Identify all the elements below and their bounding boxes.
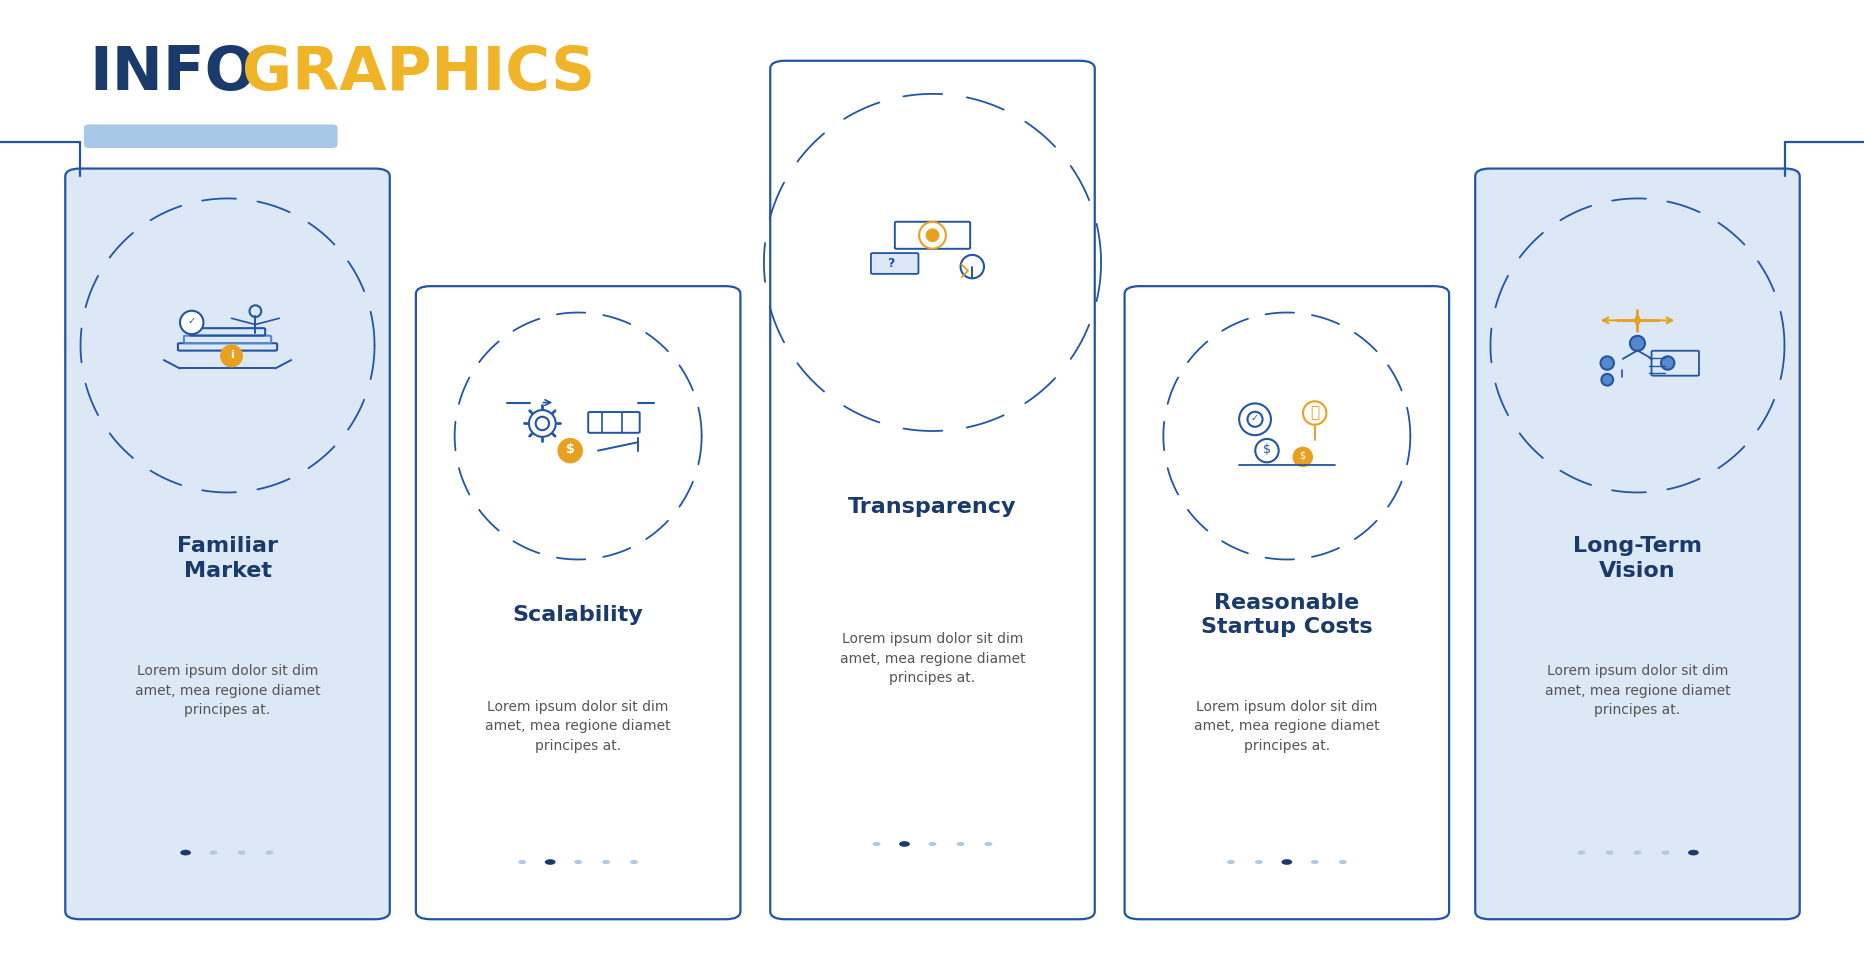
Circle shape	[181, 850, 190, 856]
Circle shape	[1577, 851, 1584, 855]
Circle shape	[928, 842, 936, 846]
Text: 🚀: 🚀	[1309, 406, 1318, 420]
Ellipse shape	[1601, 374, 1612, 385]
Ellipse shape	[1661, 357, 1674, 369]
FancyBboxPatch shape	[1474, 169, 1799, 919]
Text: Lorem ipsum dolor sit dim
amet, mea regione diamet
principes at.: Lorem ipsum dolor sit dim amet, mea regi…	[1543, 664, 1730, 717]
Circle shape	[1281, 859, 1292, 864]
Ellipse shape	[919, 221, 945, 249]
Text: $: $	[565, 443, 574, 456]
Circle shape	[237, 851, 246, 855]
Ellipse shape	[181, 311, 203, 334]
Circle shape	[602, 859, 610, 864]
Ellipse shape	[1629, 336, 1644, 351]
Ellipse shape	[1599, 357, 1612, 369]
Circle shape	[1661, 851, 1668, 855]
Circle shape	[898, 841, 910, 847]
Ellipse shape	[557, 439, 582, 463]
Text: $: $	[1299, 451, 1305, 461]
FancyBboxPatch shape	[84, 124, 337, 148]
Circle shape	[1687, 850, 1698, 856]
Circle shape	[209, 851, 218, 855]
Text: Transparency: Transparency	[848, 497, 1016, 516]
Circle shape	[1605, 851, 1612, 855]
FancyBboxPatch shape	[870, 253, 917, 273]
Circle shape	[630, 859, 637, 864]
Circle shape	[1227, 859, 1234, 864]
Circle shape	[1254, 859, 1262, 864]
Circle shape	[956, 842, 964, 846]
FancyBboxPatch shape	[65, 169, 390, 919]
Circle shape	[265, 851, 274, 855]
Circle shape	[518, 859, 526, 864]
Text: ?: ?	[887, 257, 895, 270]
Text: ✓: ✓	[1251, 414, 1258, 423]
Circle shape	[984, 842, 992, 846]
Ellipse shape	[1294, 448, 1310, 466]
Text: Long-Term
Vision: Long-Term Vision	[1571, 536, 1702, 581]
Text: Lorem ipsum dolor sit dim
amet, mea regione diamet
principes at.: Lorem ipsum dolor sit dim amet, mea regi…	[485, 700, 671, 753]
Circle shape	[1633, 851, 1640, 855]
Circle shape	[1338, 859, 1346, 864]
Ellipse shape	[1303, 401, 1325, 424]
Ellipse shape	[222, 346, 242, 367]
Text: GRAPHICS: GRAPHICS	[242, 44, 595, 103]
Text: i: i	[229, 350, 233, 360]
Circle shape	[574, 859, 582, 864]
Circle shape	[544, 859, 555, 864]
Text: Lorem ipsum dolor sit dim
amet, mea regione diamet
principes at.: Lorem ipsum dolor sit dim amet, mea regi…	[134, 664, 321, 717]
Text: Lorem ipsum dolor sit dim
amet, mea regione diamet
principes at.: Lorem ipsum dolor sit dim amet, mea regi…	[1193, 700, 1379, 753]
Text: INFO: INFO	[89, 44, 257, 103]
Text: ✓: ✓	[188, 317, 196, 326]
Text: Scalability: Scalability	[513, 605, 643, 625]
Text: Lorem ipsum dolor sit dim
amet, mea regione diamet
principes at.: Lorem ipsum dolor sit dim amet, mea regi…	[839, 632, 1025, 685]
Circle shape	[872, 842, 880, 846]
Text: Familiar
Market: Familiar Market	[177, 536, 278, 581]
Circle shape	[1310, 859, 1318, 864]
Text: $: $	[1262, 443, 1269, 456]
Ellipse shape	[926, 229, 938, 241]
Text: Reasonable
Startup Costs: Reasonable Startup Costs	[1200, 593, 1372, 637]
Ellipse shape	[960, 255, 984, 278]
